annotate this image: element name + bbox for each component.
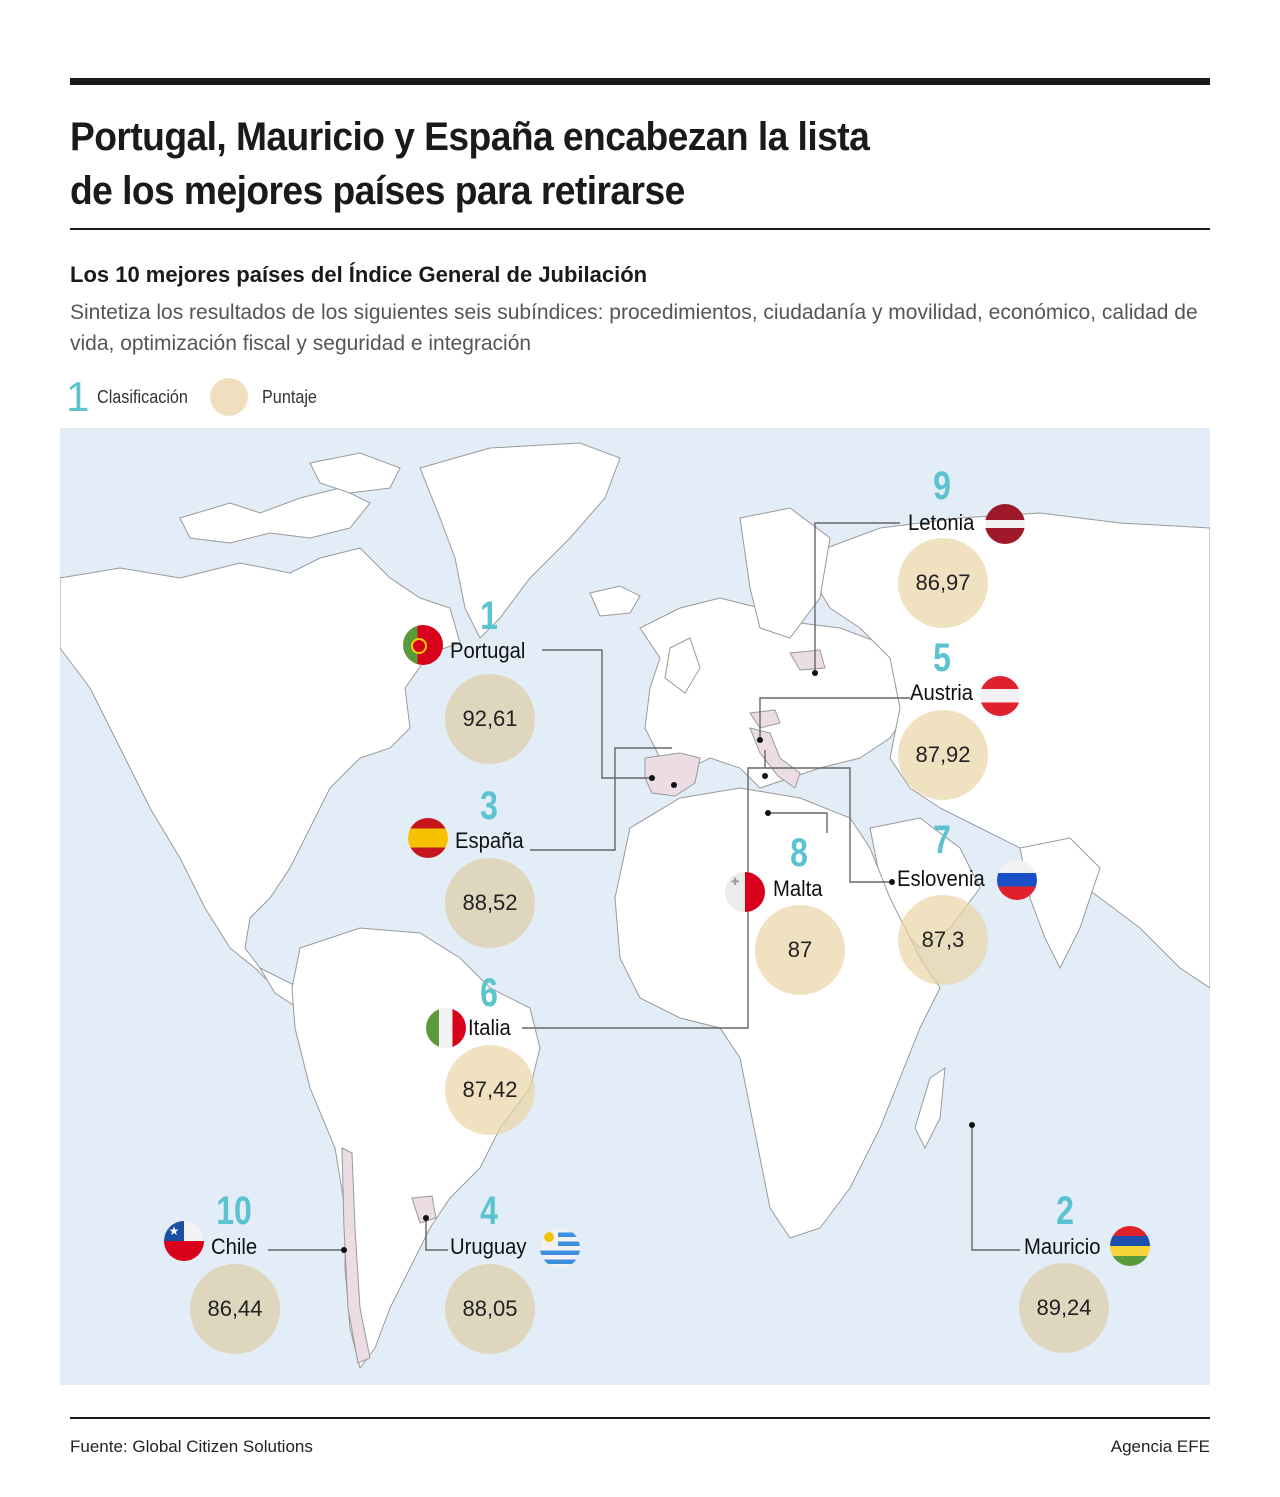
dot-chile	[341, 1247, 347, 1253]
leader-line-austria	[759, 697, 910, 740]
austria-highlight	[749, 709, 781, 729]
malta-flag-icon: ✚	[725, 872, 765, 912]
legend-rank-sample: 1	[66, 373, 90, 420]
title-line-1: Portugal, Mauricio y España encabezan la…	[70, 115, 870, 159]
footer-rule	[70, 1417, 1210, 1419]
leader-line-espana	[530, 747, 672, 851]
arctic-islands	[179, 487, 371, 544]
title-rule	[70, 228, 1210, 230]
leader-line-uruguay	[425, 1218, 448, 1251]
country-name-austria: Austria	[910, 680, 974, 705]
scandinavia	[739, 507, 831, 639]
austria-flag-icon	[980, 676, 1020, 716]
country-name-malta: Malta	[773, 876, 823, 901]
chile-highlight	[341, 1147, 371, 1364]
score-portugal: 92,61	[445, 674, 535, 764]
rank-austria: 5	[933, 636, 951, 680]
spain-portugal-highlight	[644, 752, 701, 797]
leader-line-mauricio	[971, 1125, 1020, 1251]
leader-line-eslovenia	[764, 750, 890, 883]
highlighted-countries	[341, 649, 826, 1364]
source-note: Fuente: Global Citizen Solutions	[70, 1437, 313, 1456]
title-line-2: de los mejores países para retirarse	[70, 169, 685, 213]
country-name-italia: Italia	[468, 1015, 511, 1040]
rank-espana: 3	[480, 784, 498, 828]
rank-eslovenia: 7	[933, 818, 951, 862]
country-name-chile: Chile	[211, 1234, 258, 1259]
latvia-flag-icon	[985, 504, 1025, 544]
legend-score-circle	[210, 378, 249, 416]
dot-portugal	[649, 775, 655, 781]
leader-line-portugal	[542, 649, 652, 779]
score-mauricio: 89,24	[1019, 1263, 1109, 1353]
world-map: 1 Portugal 92,61 3 España 88,52 6 Italia…	[60, 428, 1210, 1385]
leader-line-letonia	[814, 522, 900, 673]
rank-malta: 8	[790, 831, 808, 875]
arctic-islands-2	[309, 452, 401, 494]
dot-italia	[762, 773, 768, 779]
score-espana: 88,52	[445, 858, 535, 948]
latvia-highlight	[789, 649, 826, 671]
chart-subtitle: Los 10 mejores países del Índice General…	[70, 262, 648, 287]
agency-credit: Agencia EFE	[1110, 1437, 1210, 1456]
country-name-espana: España	[455, 828, 524, 853]
leader-lines	[268, 522, 1020, 1251]
india	[1019, 837, 1101, 970]
iceland	[589, 585, 641, 617]
italy-flag-icon	[426, 1008, 466, 1048]
score-letonia: 86,97	[898, 538, 988, 628]
top-rule	[70, 78, 1210, 85]
page-title: Portugal, Mauricio y España encabezan la…	[70, 110, 1000, 218]
score-austria: 87,92	[898, 710, 988, 800]
rank-portugal: 1	[480, 594, 498, 638]
country-name-mauricio: Mauricio	[1024, 1234, 1101, 1259]
rank-italia: 6	[480, 971, 498, 1015]
score-chile: 86,44	[190, 1264, 280, 1354]
italy-highlight	[749, 727, 801, 789]
dot-eslovenia	[889, 879, 895, 885]
score-uruguay: 88,05	[445, 1264, 535, 1354]
rank-chile: 10	[216, 1189, 252, 1233]
location-dots	[341, 670, 975, 1253]
rank-uruguay: 4	[480, 1189, 498, 1233]
legend-rank-label: Clasificación	[97, 386, 189, 407]
dot-uruguay	[423, 1215, 429, 1221]
greenland	[419, 442, 621, 639]
score-italia: 87,42	[445, 1045, 535, 1135]
spain-flag-icon	[408, 818, 448, 858]
country-name-portugal: Portugal	[450, 638, 526, 663]
chart-description: Sintetiza los resultados de los siguient…	[70, 301, 1198, 355]
portugal-flag-icon	[403, 625, 443, 665]
dot-malta	[765, 810, 771, 816]
slovenia-flag-icon	[997, 860, 1037, 900]
score-malta: 87	[755, 905, 845, 995]
dot-austria	[757, 737, 763, 743]
chile-flag-icon: ★	[164, 1221, 204, 1261]
uruguay-flag-icon	[540, 1228, 580, 1268]
mauritius-flag-icon	[1110, 1226, 1150, 1266]
rank-mauricio: 2	[1056, 1189, 1074, 1233]
legend: 1 Clasificación Puntaje	[66, 372, 323, 422]
country-name-eslovenia: Eslovenia	[897, 866, 985, 891]
dot-espana	[671, 782, 677, 788]
score-eslovenia: 87,3	[898, 895, 988, 985]
leader-line-malta	[768, 812, 828, 833]
country-name-uruguay: Uruguay	[450, 1234, 527, 1259]
uruguay-highlight	[411, 1195, 437, 1224]
legend-score-label: Puntaje	[262, 386, 318, 407]
madagascar	[914, 1066, 946, 1150]
dot-letonia	[812, 670, 818, 676]
north-america-landmass	[60, 547, 461, 1059]
dot-mauricio	[969, 1122, 975, 1128]
country-name-letonia: Letonia	[908, 510, 975, 535]
british-isles	[664, 637, 701, 694]
rank-letonia: 9	[933, 464, 951, 508]
